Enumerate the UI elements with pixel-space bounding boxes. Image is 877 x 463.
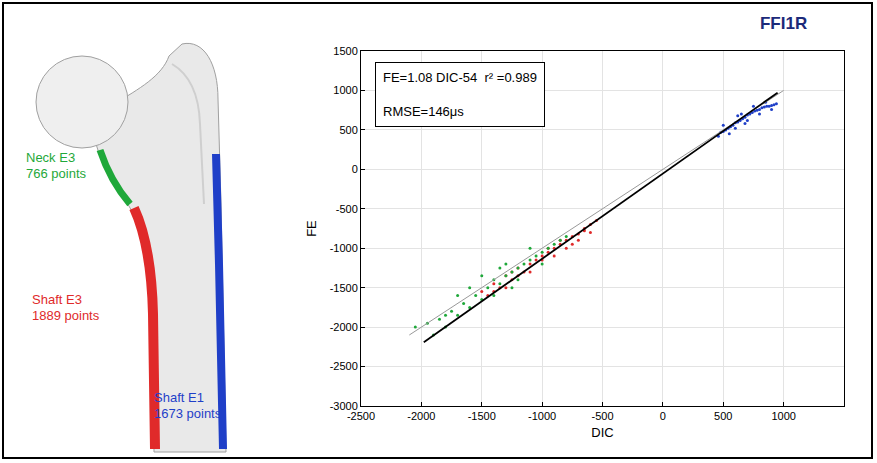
svg-text:-2500: -2500 [330, 360, 358, 372]
svg-text:1889 points: 1889 points [32, 308, 100, 323]
svg-text:-2000: -2000 [330, 321, 358, 333]
svg-text:1000: 1000 [771, 410, 795, 422]
svg-text:-500: -500 [591, 410, 613, 422]
svg-text:1500: 1500 [333, 45, 357, 57]
svg-text:500: 500 [714, 410, 732, 422]
svg-text:-1000: -1000 [330, 242, 358, 254]
svg-text:-1500: -1500 [330, 282, 358, 294]
svg-text:-2000: -2000 [407, 410, 435, 422]
svg-text:Shaft E1: Shaft E1 [154, 390, 204, 405]
svg-text:500: 500 [339, 124, 357, 136]
svg-text:1673 points: 1673 points [154, 406, 222, 421]
svg-text:-500: -500 [336, 203, 358, 215]
svg-text:Shaft E3: Shaft E3 [32, 292, 82, 307]
svg-text:DIC: DIC [591, 425, 613, 440]
svg-text:-1000: -1000 [528, 410, 556, 422]
svg-text:Neck E3: Neck E3 [26, 150, 75, 165]
svg-text:FFI1R: FFI1R [760, 14, 807, 33]
svg-text:0: 0 [352, 163, 358, 175]
svg-text:-1500: -1500 [468, 410, 496, 422]
svg-text:FE=1.08 DIC-54 r² =0.989RMSE=: FE=1.08 DIC-54 r² =0.989RMSE=146μs [383, 70, 537, 119]
svg-text:766 points: 766 points [26, 166, 86, 181]
svg-text:-3000: -3000 [330, 400, 358, 412]
svg-text:1000: 1000 [333, 84, 357, 96]
svg-text:FE: FE [304, 220, 319, 237]
svg-text:-2500: -2500 [347, 410, 375, 422]
svg-text:0: 0 [660, 410, 666, 422]
